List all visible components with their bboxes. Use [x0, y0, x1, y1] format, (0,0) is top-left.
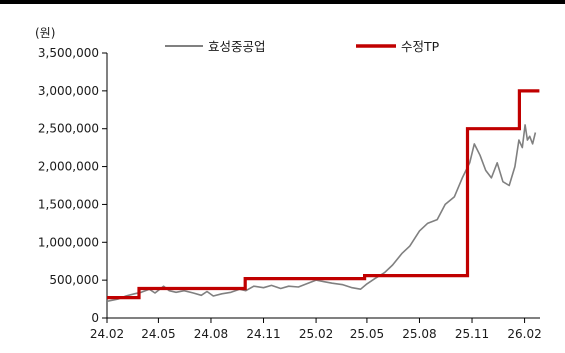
x-tick-label: 24.08 — [194, 327, 228, 341]
legend-label-price: 효성중공업 — [208, 39, 266, 54]
x-tick-label: 25.08 — [402, 327, 436, 341]
y-tick-label: 2,500,000 — [38, 122, 99, 136]
legend-label-target-price: 수정TP — [401, 39, 440, 54]
legend: 효성중공업 수정TP — [165, 39, 440, 54]
x-tick-label: 26.02 — [507, 327, 541, 341]
x-tick-label: 25.11 — [455, 327, 489, 341]
x-tick-label: 25.05 — [350, 327, 384, 341]
y-tick-label: 3,000,000 — [38, 84, 99, 98]
y-tick-label: 1,500,000 — [38, 197, 99, 211]
y-tick-label: 0 — [91, 311, 99, 325]
y-tick-label: 3,500,000 — [38, 46, 99, 60]
y-axis: 0 500,000 1,000,000 1,500,000 2,000,000 2,500… — [38, 46, 108, 325]
top-bar — [0, 0, 565, 4]
y-tick-label: 2,000,000 — [38, 160, 99, 174]
y-axis-unit-label: (원) — [35, 26, 55, 40]
x-axis: 24.02 24.05 24.08 24.11 25.02 25.05 25.08 25.11… — [90, 317, 542, 341]
x-tick-label: 24.11 — [246, 327, 280, 341]
x-tick-label: 25.02 — [299, 327, 333, 341]
series-line-target-price — [107, 89, 540, 300]
y-tick-label: 500,000 — [49, 273, 99, 287]
series-line-price — [106, 124, 537, 303]
series-layer — [106, 89, 540, 303]
x-tick-label: 24.02 — [90, 327, 124, 341]
y-tick-label: 1,000,000 — [38, 235, 99, 249]
x-tick-label: 24.05 — [141, 327, 175, 341]
